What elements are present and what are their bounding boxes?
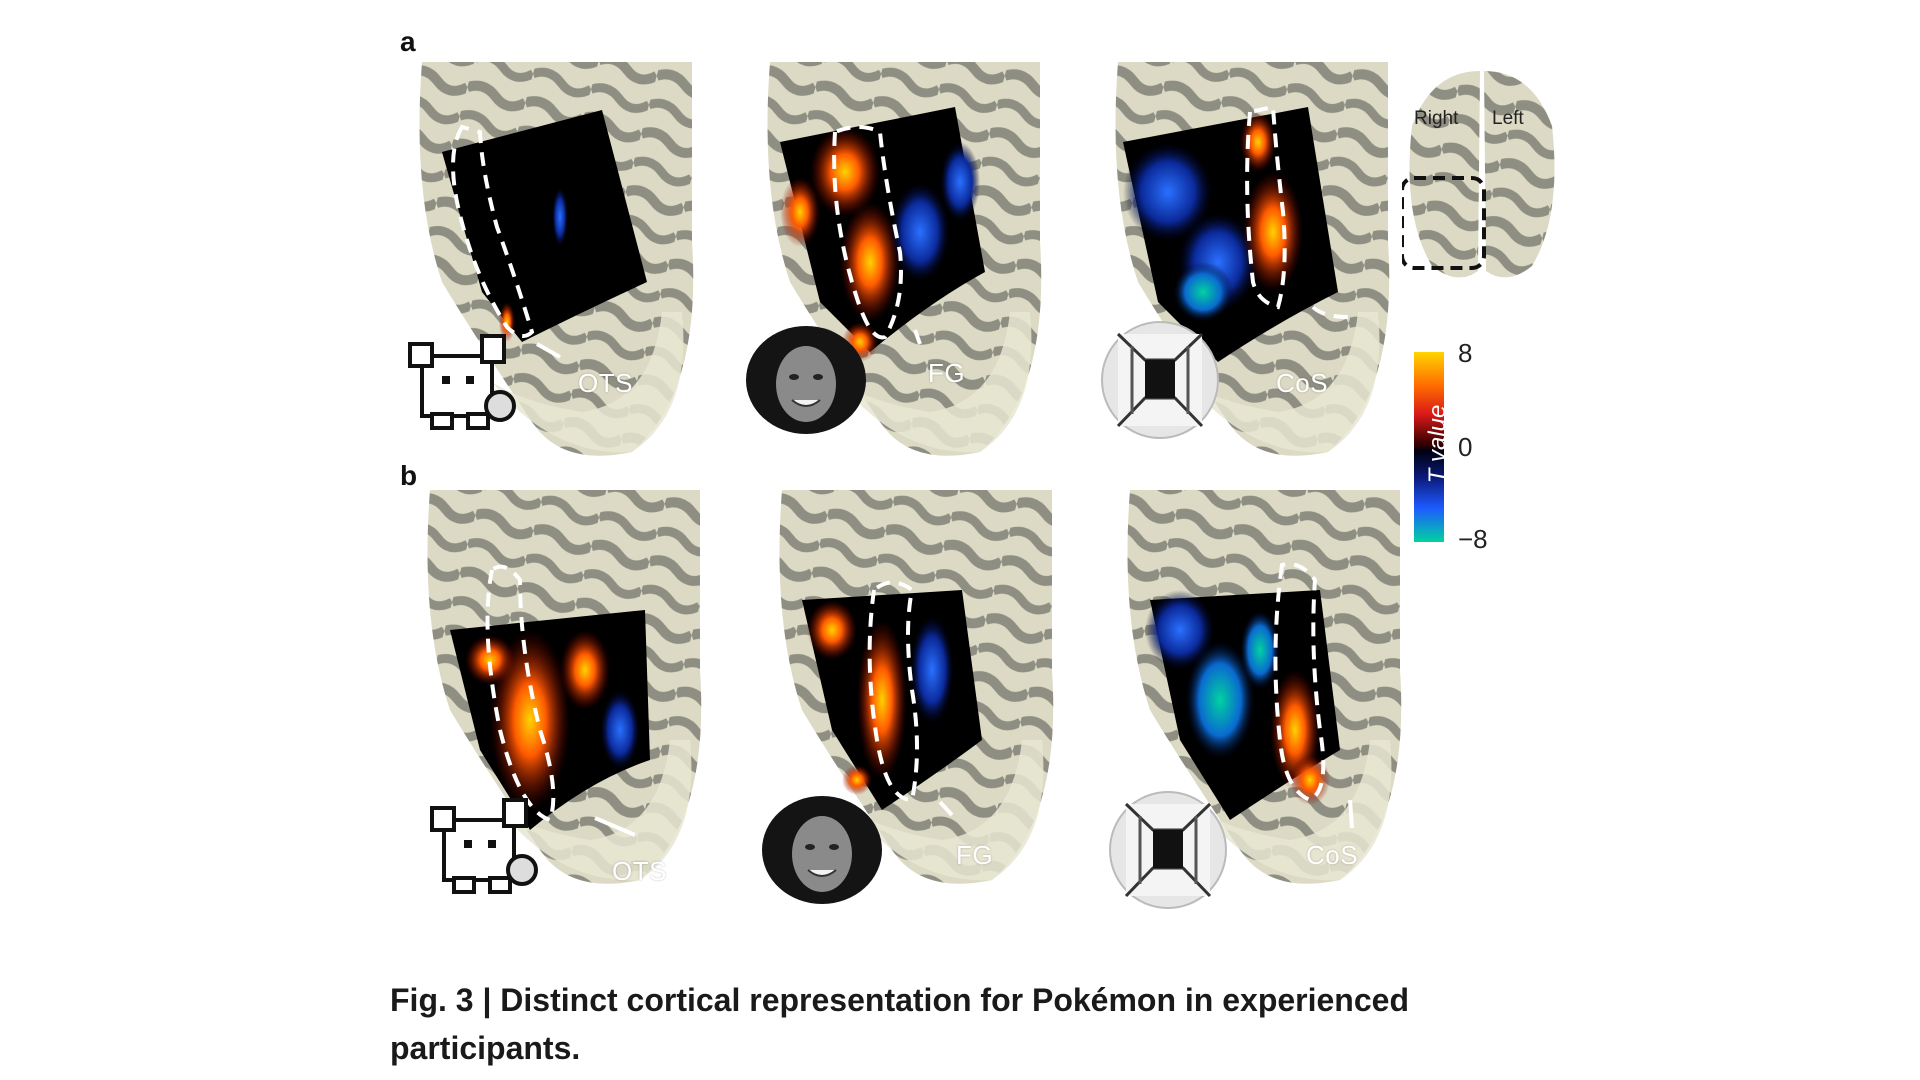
brain-map-a-fg <box>760 62 1050 462</box>
inset-label-left: Left <box>1492 108 1524 129</box>
colorbar-tick-max: 8 <box>1458 338 1473 368</box>
roi-label-b-ots: OTS <box>612 856 667 886</box>
colorbar-tick-min: −8 <box>1458 524 1488 554</box>
roi-label-a-cos: CoS <box>1276 368 1329 398</box>
corridor-scene-icon-b <box>1108 790 1228 910</box>
corridor-scene-icon <box>1100 320 1220 440</box>
face-photo-icon <box>744 322 868 434</box>
inset-label-right: Right <box>1414 108 1459 129</box>
brain-map-a-cos <box>1108 62 1398 462</box>
roi-label-b-cos: CoS <box>1306 840 1359 870</box>
panel-letter-b: b <box>400 460 418 491</box>
brain-map-b-fg <box>772 490 1062 890</box>
brain-map-b-ots <box>420 490 710 890</box>
brain-map-b-cos <box>1120 490 1410 890</box>
caption-fig-number: Fig. 3 <box>390 982 474 1018</box>
t-value-colorbar <box>1414 352 1444 542</box>
colorbar-title: T value <box>1424 404 1451 484</box>
face-photo-icon-b <box>760 792 884 904</box>
panel-letter-a: a <box>400 26 416 57</box>
brain-map-a-ots <box>412 62 702 462</box>
brain-inset-ventral-view <box>1400 66 1562 286</box>
caption-separator: | <box>473 982 501 1018</box>
pokemon-sprite-icon-b <box>424 790 542 900</box>
roi-label-a-ots: OTS <box>578 368 633 398</box>
colorbar-tick-mid: 0 <box>1458 432 1473 462</box>
roi-label-b-fg: FG <box>956 840 994 870</box>
roi-label-a-fg: FG <box>928 358 966 388</box>
pokemon-sprite-icon <box>402 326 520 436</box>
caption-text: Distinct cortical representation for Pok… <box>390 982 1409 1066</box>
figure-caption: Fig. 3 | Distinct cortical representatio… <box>390 976 1470 1072</box>
